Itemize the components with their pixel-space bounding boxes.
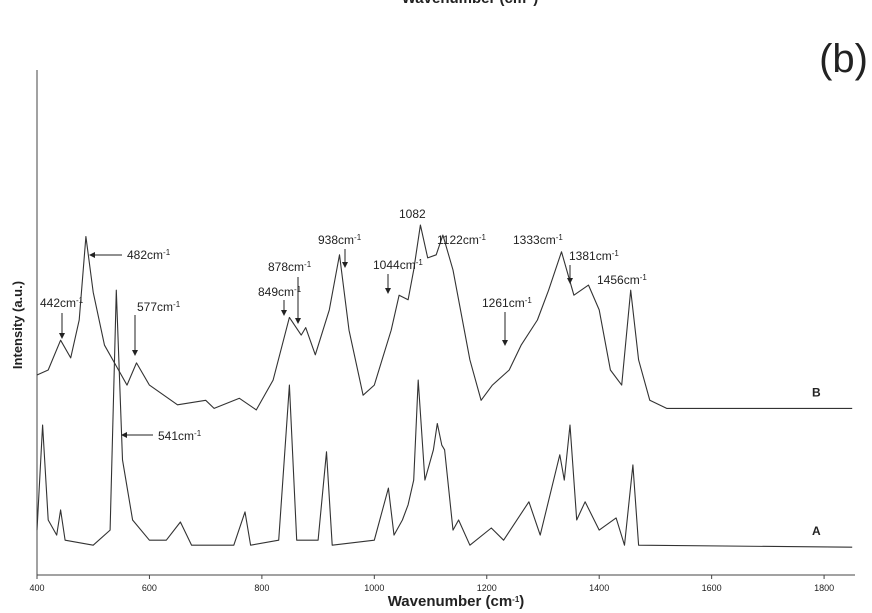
peak-annotation-unit: cm — [60, 296, 76, 310]
cut-title-sup: -1 — [526, 0, 534, 1]
peak-annotation-sup: -1 — [556, 233, 564, 242]
peak-annotation: 577cm-1 — [137, 300, 181, 315]
peak-annotation-unit: cm — [288, 260, 304, 274]
peak-annotation-sup: -1 — [76, 296, 84, 305]
cut-title-end: ) — [533, 0, 538, 7]
x-tick-label: 400 — [29, 583, 44, 593]
peak-annotation-unit: cm — [338, 233, 354, 247]
peak-annotation-text: 577 — [137, 300, 157, 314]
cut-title-text: Wavenumber (cm — [402, 0, 526, 7]
peak-annotation: 1261cm-1 — [482, 296, 532, 311]
peak-annotation: 482cm-1 — [127, 248, 171, 263]
series-label: A — [812, 524, 821, 538]
peak-annotation-text: 878 — [268, 260, 288, 274]
peak-annotation-text: 541 — [158, 429, 178, 443]
peak-annotation-text: 849 — [258, 285, 278, 299]
x-axis-title: Wavenumber (cm-1) — [388, 593, 525, 610]
series-label: B — [812, 385, 821, 399]
x-axis-title-end: ) — [519, 593, 524, 610]
peak-annotation-unit: cm — [596, 249, 612, 263]
x-tick-label: 1400 — [589, 583, 609, 593]
peak-annotation-sup: -1 — [640, 273, 648, 282]
peak-annotation-text: 482 — [127, 248, 147, 262]
peak-annotation-unit: cm — [624, 273, 640, 287]
peak-annotation-sup: -1 — [612, 249, 620, 258]
peak-annotation-text: 938 — [318, 233, 338, 247]
peak-annotation-sup: -1 — [354, 233, 362, 242]
x-axis-title-sup: -1 — [512, 595, 520, 604]
peak-annotation-unit: cm — [463, 233, 479, 247]
peak-annotation-sup: -1 — [173, 300, 181, 309]
peak-annotation: 1082 — [399, 207, 426, 221]
peak-annotation: 442cm-1 — [40, 296, 84, 311]
peak-annotation-unit: cm — [278, 285, 294, 299]
spectrum-line — [36, 289, 853, 548]
peak-annotation-sup: -1 — [525, 296, 533, 305]
spectrum-line — [36, 224, 853, 411]
x-tick-label: 800 — [254, 583, 269, 593]
peak-annotation: 1122cm-1 — [437, 233, 486, 248]
peak-annotation: 849cm-1 — [258, 285, 302, 300]
x-tick-label: 600 — [142, 583, 157, 593]
x-tick-label: 1600 — [702, 583, 722, 593]
peak-annotation-text: 442 — [40, 296, 60, 310]
peak-annotation-sup: -1 — [304, 260, 312, 269]
y-axis-title: Intensity (a.u.) — [10, 281, 25, 369]
peak-annotation: 1456cm-1 — [597, 273, 647, 288]
peak-annotation-unit: cm — [147, 248, 163, 262]
x-axis-title-text: Wavenumber (cm — [388, 593, 512, 610]
peak-annotation-unit: cm — [178, 429, 194, 443]
peak-annotation: 878cm-1 — [268, 260, 312, 275]
peak-annotation: 1044cm-1 — [373, 258, 423, 273]
peak-annotation-text: 1456 — [597, 273, 624, 287]
peak-annotation: 1381cm-1 — [569, 249, 619, 264]
peak-annotation: 1333cm-1 — [513, 233, 563, 248]
peak-annotation-unit: cm — [157, 300, 173, 314]
peak-annotation-text: 1082 — [399, 207, 426, 221]
peak-annotation: 938cm-1 — [318, 233, 362, 248]
peak-annotation-sup: -1 — [163, 248, 171, 257]
peak-annotation: 541cm-1 — [158, 429, 202, 444]
peak-annotation-text: 1381 — [569, 249, 596, 263]
panel-label: (b) — [819, 37, 868, 81]
peak-annotation-unit: cm — [400, 258, 416, 272]
cut-title: Wavenumber (cm-1) — [402, 0, 539, 7]
peak-annotation-sup: -1 — [479, 233, 487, 242]
peak-annotation-sup: -1 — [194, 429, 202, 438]
peak-annotation-text: 1261 — [482, 296, 509, 310]
peak-annotation-text: 1044 — [373, 258, 400, 272]
x-tick-label: 1000 — [364, 583, 384, 593]
peak-annotation-sup: -1 — [416, 258, 424, 267]
peak-annotation-unit: cm — [509, 296, 525, 310]
peak-annotation-text: 1122 — [437, 233, 463, 247]
peak-annotation-text: 1333 — [513, 233, 540, 247]
x-tick-label: 1800 — [814, 583, 834, 593]
peak-annotation-unit: cm — [540, 233, 556, 247]
x-tick-label: 1200 — [477, 583, 497, 593]
